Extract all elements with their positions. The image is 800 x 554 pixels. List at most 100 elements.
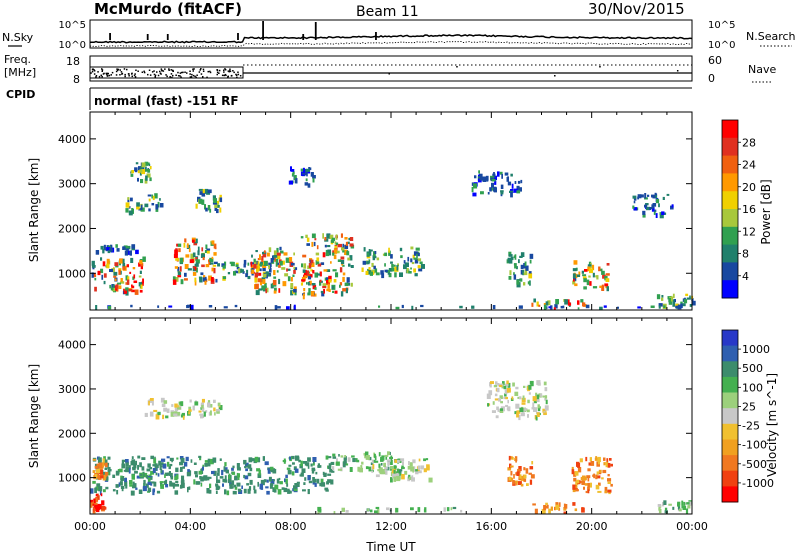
data-cell	[136, 202, 140, 207]
data-cell	[112, 474, 116, 478]
data-cell	[501, 173, 503, 179]
data-cell	[142, 485, 147, 492]
data-cell	[663, 500, 667, 505]
data-cell	[196, 267, 198, 273]
data-cell	[279, 246, 282, 251]
data-cell	[141, 466, 145, 471]
data-cell	[216, 479, 221, 484]
data-cell	[249, 467, 253, 472]
colorbar-tick-label: -25	[742, 420, 760, 433]
data-cell	[300, 168, 304, 172]
data-cell	[215, 278, 218, 283]
data-cell	[186, 243, 189, 248]
data-cell	[575, 481, 579, 486]
data-cell	[342, 462, 346, 468]
data-cell	[288, 257, 293, 262]
data-cell	[412, 254, 415, 259]
data-cell	[160, 484, 164, 489]
data-cell	[102, 462, 105, 468]
data-cell	[95, 305, 98, 310]
data-cell	[107, 305, 112, 310]
data-cell	[349, 255, 353, 261]
data-cell	[328, 463, 332, 467]
data-cell	[245, 465, 249, 468]
data-cell	[417, 465, 421, 470]
data-cell	[228, 473, 231, 479]
data-cell	[122, 263, 126, 268]
data-cell	[587, 476, 590, 482]
data-cell	[90, 488, 94, 494]
data-cell	[135, 460, 137, 466]
data-cell	[327, 249, 331, 253]
freq-dot	[115, 70, 118, 73]
data-cell	[519, 474, 522, 479]
data-cell	[589, 482, 592, 488]
data-cell	[104, 476, 109, 481]
data-cell	[152, 488, 155, 493]
data-cell	[412, 459, 416, 464]
data-cell	[242, 271, 245, 274]
data-cell	[226, 490, 230, 496]
data-cell	[114, 278, 117, 282]
data-cell	[181, 475, 185, 481]
freq-dot	[131, 75, 133, 78]
data-cell	[219, 476, 224, 479]
data-cell	[115, 244, 118, 248]
data-cell	[349, 243, 354, 247]
data-cell	[528, 392, 531, 395]
data-cell	[293, 304, 296, 310]
data-cell	[367, 252, 369, 256]
data-cell	[312, 478, 317, 483]
freq-dot	[143, 71, 146, 74]
data-cell	[179, 456, 184, 460]
data-cell	[132, 466, 136, 471]
freq-dot	[194, 75, 196, 78]
data-cell	[514, 457, 517, 461]
data-cell	[336, 250, 340, 254]
data-cell	[478, 170, 480, 174]
data-cell	[279, 481, 283, 485]
data-cell	[208, 259, 210, 262]
data-cell	[171, 482, 176, 487]
cpid-label: CPID	[6, 88, 35, 101]
data-cell	[233, 271, 236, 276]
data-cell	[180, 466, 183, 472]
freq-dot	[193, 68, 195, 70]
data-cell	[605, 273, 610, 276]
data-cell	[199, 456, 202, 461]
data-cell	[342, 249, 345, 253]
data-cell	[284, 478, 286, 483]
data-cell	[243, 459, 247, 465]
freq-dot	[127, 73, 130, 75]
freq-dot	[388, 73, 390, 75]
data-cell	[536, 301, 539, 307]
data-cell	[416, 253, 418, 259]
data-cell	[110, 287, 114, 291]
data-cell	[597, 490, 602, 493]
data-cell	[410, 267, 412, 270]
data-cell	[94, 497, 97, 502]
data-cell	[330, 239, 335, 243]
data-cell	[597, 456, 601, 463]
data-cell	[209, 483, 212, 489]
data-cell	[128, 465, 131, 470]
x-tick-label: 16:00	[475, 520, 507, 533]
data-cell	[194, 238, 198, 244]
data-cell	[373, 265, 376, 270]
data-cell	[543, 381, 547, 386]
data-cell	[211, 240, 215, 245]
data-cell	[139, 462, 142, 468]
data-cell	[127, 197, 130, 200]
data-cell	[598, 469, 602, 474]
data-cell	[542, 408, 547, 413]
data-cell	[223, 467, 228, 472]
data-cell	[658, 303, 663, 307]
data-cell	[531, 407, 535, 410]
data-cell	[153, 409, 158, 412]
data-cell	[523, 282, 526, 286]
data-cell	[174, 266, 178, 269]
data-cell	[408, 474, 411, 479]
data-cell	[582, 302, 584, 307]
data-cell	[286, 306, 290, 310]
data-cell	[217, 472, 220, 476]
